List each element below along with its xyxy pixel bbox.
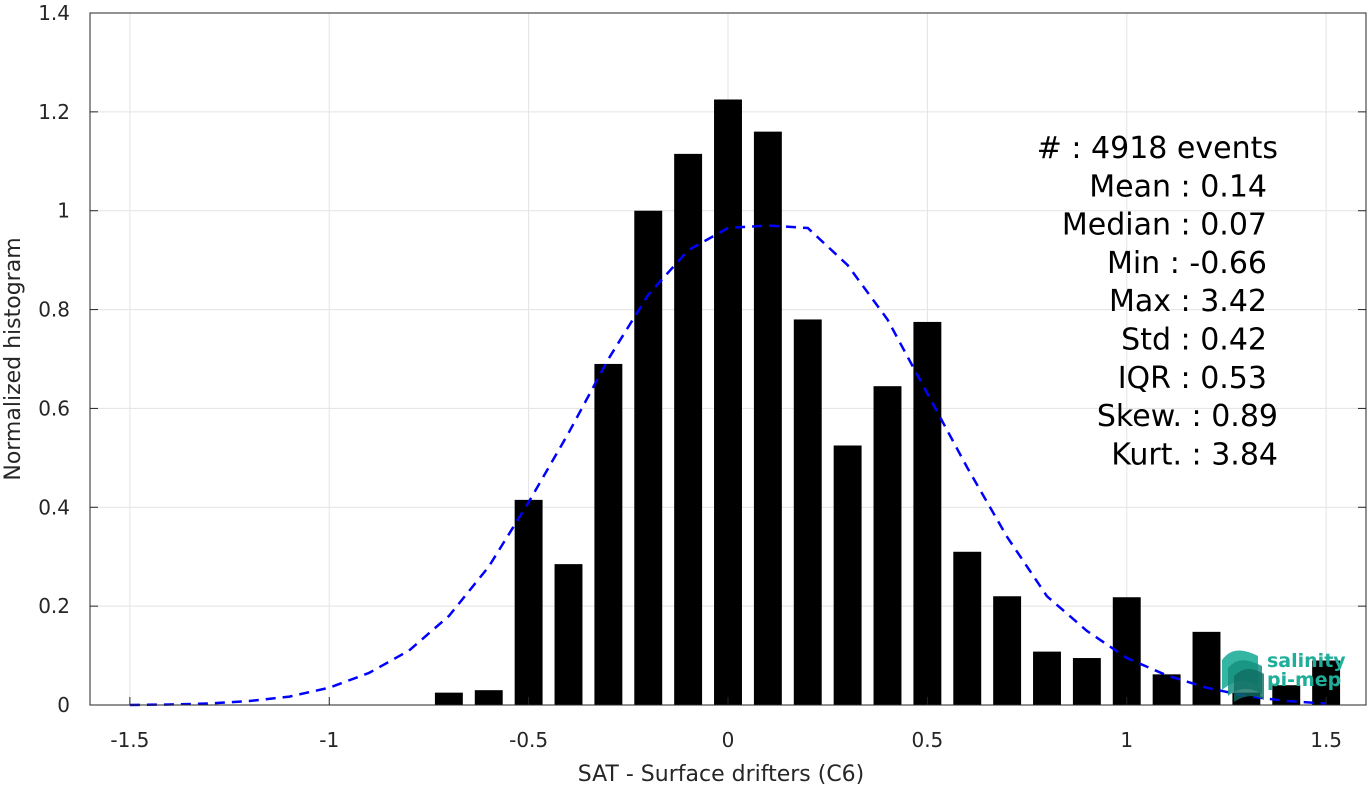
x-tick-label: -1.5 [110, 728, 149, 752]
histogram-bar [953, 551, 982, 705]
histogram-bar [594, 363, 623, 705]
y-axis-label: Normalized histogram [1, 237, 26, 480]
y-tick-label: 1.4 [38, 1, 70, 25]
histogram-bar [474, 690, 503, 705]
y-axis-ticks: 0 0.2 0.4 0.6 0.8 1 1.2 1.4 [38, 1, 1366, 717]
stat-line: Max : 3.42 [1109, 284, 1267, 319]
histogram-bar [1192, 631, 1221, 705]
histogram-bar [714, 99, 742, 705]
histogram-bar [674, 153, 703, 705]
histogram-bar [514, 499, 543, 705]
logo-line1: salinity [1267, 650, 1346, 672]
y-tick-label: 0.6 [38, 396, 70, 420]
x-tick-label: 0.5 [911, 728, 943, 752]
y-tick-label: 0.4 [38, 495, 70, 519]
x-tick-label: -0.5 [509, 728, 548, 752]
logo-line2: pi-mep [1267, 669, 1341, 691]
x-tick-label: 1 [1120, 728, 1133, 752]
histogram-bars [434, 99, 1341, 706]
histogram-bar [434, 692, 463, 705]
histogram-bar [873, 386, 902, 705]
y-tick-label: 0 [57, 693, 70, 717]
stat-line: Std : 0.42 [1121, 323, 1267, 358]
histogram-bar [913, 321, 942, 705]
histogram-bar [993, 596, 1022, 705]
y-tick-label: 1 [57, 199, 70, 223]
histogram-bar [793, 319, 822, 705]
histogram-bar [554, 564, 583, 705]
stat-line: Mean : 0.14 [1089, 169, 1267, 204]
stat-line: Skew. : 0.89 [1097, 399, 1278, 434]
stat-line: # : 4918 events [1037, 131, 1278, 166]
histogram-bar [753, 131, 782, 706]
salinity-pi-mep-logo: salinity pi-mep [1222, 650, 1346, 702]
y-tick-label: 1.2 [38, 100, 70, 124]
stat-line: Kurt. : 3.84 [1111, 437, 1278, 472]
stat-line: Median : 0.07 [1062, 208, 1267, 243]
x-tick-label: 0 [722, 728, 735, 752]
x-tick-label: -1 [319, 728, 339, 752]
x-axis-label: SAT - Surface drifters (C6) [578, 762, 865, 785]
x-axis-ticks: -1.5 -1 -0.5 0 0.5 1 1.5 [110, 697, 1342, 752]
fit-curve [129, 224, 1327, 707]
stat-line: Min : -0.66 [1107, 246, 1267, 281]
y-tick-label: 0.8 [38, 298, 70, 322]
stat-line: IQR : 0.53 [1118, 361, 1267, 396]
histogram-bar [1072, 658, 1101, 705]
x-tick-label: 1.5 [1310, 728, 1342, 752]
wave-logo-icon [1222, 650, 1264, 702]
histogram-bar [833, 445, 862, 705]
histogram-bar [1033, 651, 1061, 705]
y-tick-label: 0.2 [38, 594, 70, 618]
